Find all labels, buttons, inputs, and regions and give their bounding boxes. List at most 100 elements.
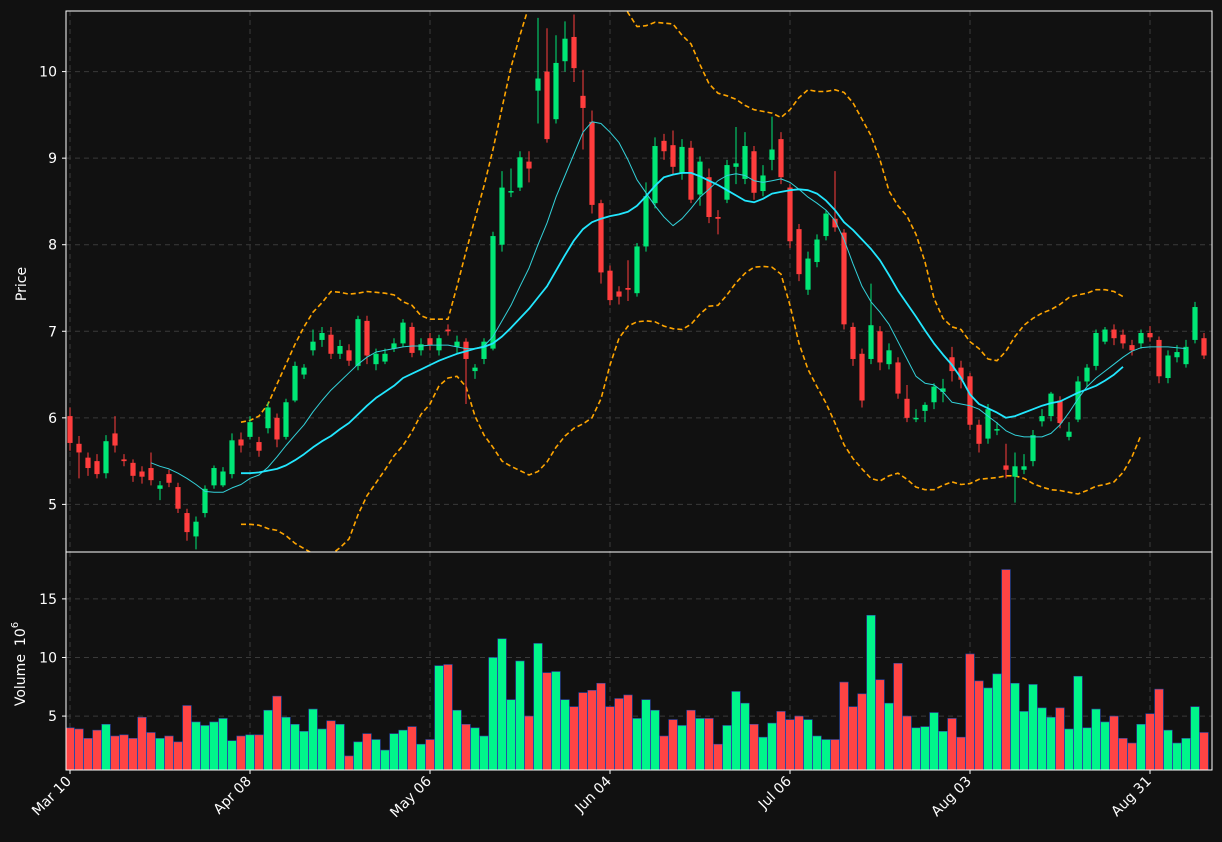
- volume-bar: [92, 729, 102, 770]
- volume-bar: [902, 715, 912, 770]
- volume-panel-frame: [65, 551, 1213, 771]
- candle-body: [841, 232, 847, 325]
- volume-bar: [497, 638, 507, 770]
- volume-bar: [218, 718, 228, 770]
- volume-bar: [416, 743, 426, 770]
- candle-body: [1030, 435, 1036, 462]
- candle-body: [391, 343, 397, 349]
- candle-body: [1156, 339, 1162, 377]
- price-tick-label: 7: [48, 324, 57, 340]
- candle-body: [76, 443, 82, 453]
- volume-bar: [272, 695, 282, 770]
- candle-body: [355, 319, 361, 366]
- volume-bar: [191, 721, 201, 770]
- volume-bar: [686, 709, 696, 770]
- candle-body: [184, 513, 190, 533]
- candle-body: [274, 417, 280, 440]
- volume-bar: [956, 736, 966, 770]
- candle-body: [238, 439, 244, 446]
- volume-bar: [929, 712, 939, 770]
- price-panel: 5 6 7 8 9 10 Price: [14, 10, 1213, 553]
- volume-bar: [992, 673, 1002, 770]
- candle-body: [1039, 416, 1045, 422]
- candle-body: [481, 341, 487, 359]
- volume-bar: [1019, 711, 1029, 770]
- candle-body: [499, 187, 505, 245]
- candle-body: [1201, 338, 1207, 356]
- volume-bar: [101, 723, 111, 770]
- volume-bar: [326, 720, 336, 770]
- volume-bar: [704, 718, 714, 770]
- candle-body: [625, 287, 631, 290]
- volume-bar: [542, 672, 552, 770]
- candle-body: [904, 398, 910, 418]
- volume-bar: [1100, 721, 1110, 770]
- volume-bar: [578, 692, 588, 770]
- volume-bar: [362, 733, 372, 770]
- candle-body: [1129, 345, 1135, 351]
- candle-body: [202, 488, 208, 514]
- candle-body: [319, 333, 325, 340]
- candle-body: [616, 291, 622, 297]
- volume-bar: [83, 738, 93, 770]
- candle-body: [823, 213, 829, 237]
- volume-bar: [695, 718, 705, 770]
- volume-bar: [1010, 682, 1020, 770]
- price-axis-label: Price: [14, 267, 30, 301]
- candle-body: [301, 367, 307, 375]
- candle-body: [751, 151, 757, 193]
- candle-body: [157, 485, 163, 489]
- volume-bar: [299, 731, 309, 770]
- candle-body: [445, 329, 451, 332]
- volume-bar: [389, 733, 399, 770]
- candle-body: [1102, 329, 1108, 342]
- price-tick-label: 10: [39, 65, 57, 81]
- candle-body: [1093, 333, 1099, 366]
- volume-bar: [308, 708, 318, 770]
- price-tick-label: 6: [48, 411, 57, 427]
- candle-body: [265, 407, 271, 429]
- candle-body: [544, 71, 550, 140]
- candle-body: [661, 140, 667, 152]
- volume-bar: [317, 728, 327, 770]
- volume-bar: [110, 735, 120, 770]
- volume-bar: [731, 691, 741, 770]
- candle-body: [229, 440, 235, 475]
- candle-body: [103, 441, 109, 474]
- volume-bar: [1127, 742, 1137, 770]
- candle-body: [697, 161, 703, 195]
- candle-body: [886, 350, 892, 365]
- volume-bar: [1136, 723, 1146, 770]
- volume-bar: [668, 719, 678, 770]
- volume-bar: [1028, 684, 1038, 770]
- volume-bar: [848, 706, 858, 770]
- candle-body: [589, 121, 595, 205]
- candle-body: [121, 459, 127, 462]
- candle-body: [67, 416, 73, 443]
- candle-body: [967, 376, 973, 425]
- volume-bar: [821, 739, 831, 770]
- volume-bar: [983, 687, 993, 770]
- candle-body: [112, 433, 118, 446]
- volume-bar: [1199, 732, 1209, 770]
- volume-bar: [614, 698, 624, 770]
- volume-bar: [1172, 742, 1182, 770]
- volume-bar: [128, 738, 138, 770]
- candle-body: [868, 325, 874, 359]
- volume-bar: [515, 660, 525, 770]
- volume-bar: [281, 716, 291, 770]
- volume-bar: [227, 740, 237, 770]
- candle-body: [1147, 333, 1153, 338]
- candle-body: [526, 161, 532, 169]
- volume-bar: [164, 735, 174, 770]
- candle-body: [346, 350, 352, 361]
- candle-body: [778, 139, 784, 178]
- price-tick-label: 8: [48, 238, 57, 254]
- volume-bar: [1091, 708, 1101, 770]
- volume-bar: [1037, 707, 1047, 770]
- candle-body: [1120, 334, 1126, 344]
- candle-body: [1048, 393, 1054, 417]
- candle-body: [553, 62, 559, 120]
- candle-body: [1165, 355, 1171, 379]
